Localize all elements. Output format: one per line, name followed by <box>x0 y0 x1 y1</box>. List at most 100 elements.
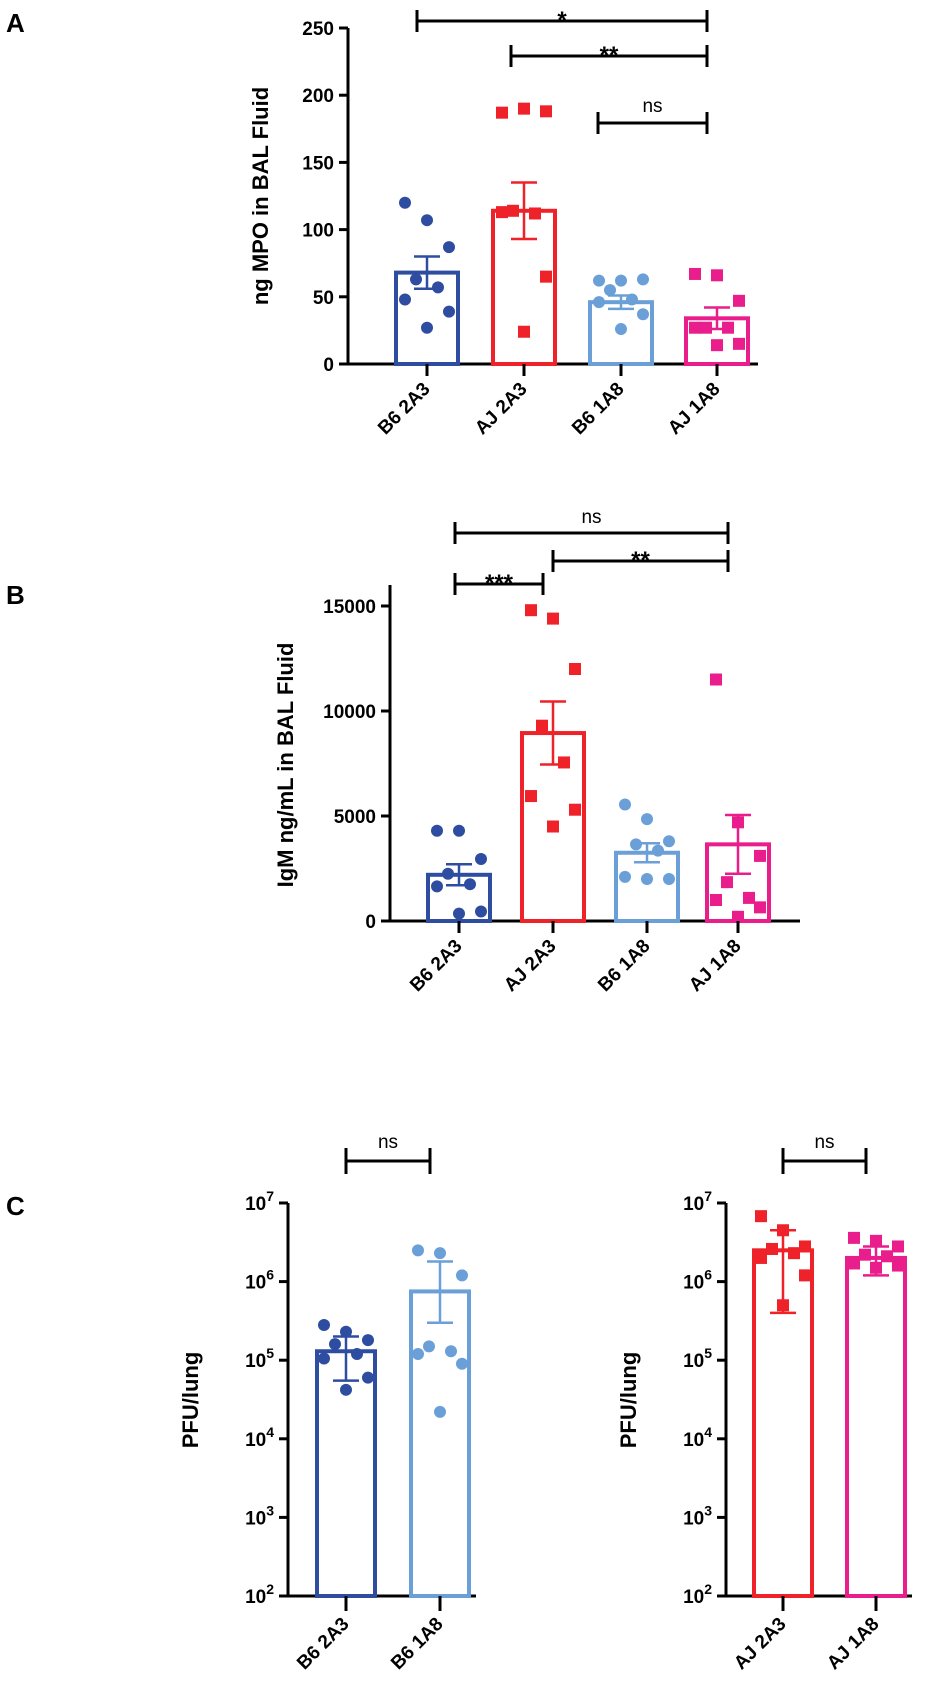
y-tick-base: 10 <box>245 1587 266 1608</box>
data-point <box>754 901 766 914</box>
data-point <box>412 1244 424 1257</box>
data-point <box>431 824 443 837</box>
bar <box>845 1255 907 1599</box>
data-point <box>518 325 530 338</box>
data-point <box>711 339 723 352</box>
data-point <box>641 873 653 885</box>
y-tick-exponent: 6 <box>704 1267 712 1283</box>
data-point <box>892 1240 904 1253</box>
y-tick-label: 107 <box>683 1188 712 1215</box>
data-point <box>663 835 675 848</box>
significance-label: ** <box>631 547 650 574</box>
y-tick-label: 200 <box>302 86 334 107</box>
data-point <box>637 308 649 321</box>
data-point <box>848 1231 860 1244</box>
y-tick-label: 106 <box>683 1267 712 1294</box>
data-point <box>475 905 487 918</box>
y-tick-label: 10000 <box>323 702 376 723</box>
data-point <box>733 294 745 307</box>
y-tick-label: 102 <box>245 1581 274 1608</box>
data-point <box>881 1250 893 1263</box>
y-tick-label: 102 <box>683 1581 712 1608</box>
data-point <box>318 1319 330 1332</box>
data-point <box>663 873 675 885</box>
y-tick-label: 100 <box>302 221 334 242</box>
data-point <box>710 894 722 906</box>
data-point <box>732 816 744 829</box>
y-tick-base: 10 <box>245 1273 266 1294</box>
data-point <box>689 267 701 280</box>
y-tick-label: 105 <box>245 1345 274 1372</box>
data-point <box>641 813 653 826</box>
data-point <box>412 1347 424 1360</box>
data-point <box>445 1345 457 1358</box>
data-point <box>443 241 455 254</box>
data-point <box>859 1248 871 1261</box>
data-point <box>755 1251 767 1264</box>
significance-label: ** <box>600 42 619 69</box>
data-point <box>754 849 766 862</box>
y-tick-base: 10 <box>683 1587 704 1608</box>
y-tick-base: 10 <box>245 1194 266 1215</box>
y-tick-label: 250 <box>302 19 334 40</box>
data-point <box>507 204 519 217</box>
y-tick-exponent: 2 <box>704 1581 712 1597</box>
data-point <box>700 321 712 334</box>
data-point <box>711 269 723 282</box>
data-point <box>496 206 508 219</box>
data-point <box>733 337 745 350</box>
x-tick-label: AJ 2A3 <box>500 936 560 996</box>
data-point <box>732 910 744 923</box>
y-tick-base: 10 <box>683 1508 704 1529</box>
data-point <box>799 1240 811 1253</box>
y-axis-label: PFU/lung <box>616 1352 641 1449</box>
panel-b-label: B <box>6 580 25 610</box>
y-tick-base: 10 <box>245 1508 266 1529</box>
data-point <box>453 907 465 920</box>
data-point <box>443 305 455 318</box>
data-point <box>456 1269 468 1282</box>
data-point <box>431 880 443 893</box>
data-point <box>630 838 642 851</box>
data-point <box>329 1338 341 1351</box>
data-point <box>475 853 487 866</box>
data-point <box>788 1247 800 1260</box>
data-point <box>525 604 537 617</box>
data-point <box>456 1357 468 1370</box>
significance-label: ns <box>378 1132 398 1153</box>
data-point <box>766 1242 778 1255</box>
y-tick-label: 106 <box>245 1267 274 1294</box>
y-tick-label: 15000 <box>323 597 376 618</box>
data-point <box>755 1210 767 1223</box>
x-tick-label: B6 2A3 <box>293 1614 353 1674</box>
y-tick-label: 103 <box>683 1502 712 1529</box>
data-point <box>569 803 581 816</box>
significance-label: ns <box>642 96 662 117</box>
data-point <box>870 1261 882 1274</box>
data-point <box>777 1299 789 1312</box>
data-point <box>421 214 433 227</box>
data-point <box>615 274 627 287</box>
panel-a-chart: A 0 50 100 150 200 250 ng MPO in BAL Fluid B6 2… <box>6 7 758 439</box>
data-point <box>318 1352 330 1365</box>
data-point <box>710 673 722 686</box>
y-tick-base: 10 <box>245 1430 266 1451</box>
data-point <box>529 207 541 220</box>
data-point <box>615 323 627 336</box>
y-tick-exponent: 7 <box>704 1188 712 1204</box>
data-point <box>464 878 476 891</box>
significance-label: ns <box>581 507 601 528</box>
y-tick-label: 0 <box>323 355 334 376</box>
y-tick-label: 5000 <box>334 807 376 828</box>
data-point <box>547 612 559 625</box>
data-point <box>870 1234 882 1247</box>
data-point <box>604 284 616 297</box>
y-tick-exponent: 3 <box>704 1502 712 1518</box>
x-tick-label: AJ 2A3 <box>730 1614 790 1674</box>
data-point <box>423 1340 435 1353</box>
y-axis-label: PFU/lung <box>178 1352 203 1449</box>
x-tick-label: AJ 1A8 <box>685 936 745 996</box>
y-tick-label: 105 <box>683 1345 712 1372</box>
